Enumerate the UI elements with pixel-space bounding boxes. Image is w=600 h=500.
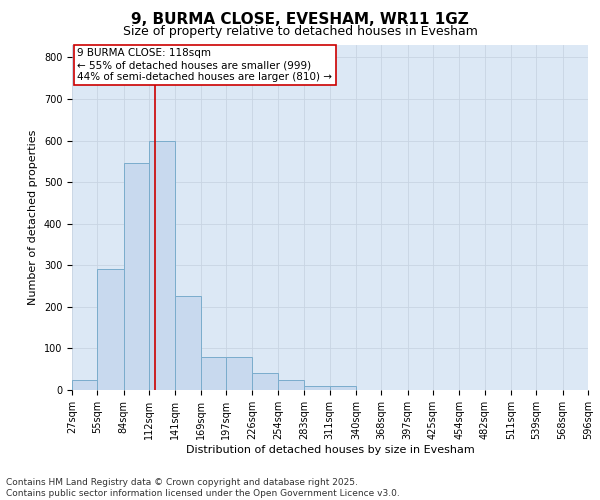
Bar	[175, 296, 201, 390]
Bar	[149, 140, 175, 390]
Bar	[329, 386, 356, 390]
Text: 9 BURMA CLOSE: 118sqm
← 55% of detached houses are smaller (999)
44% of semi-det: 9 BURMA CLOSE: 118sqm ← 55% of detached …	[77, 48, 332, 82]
Bar	[304, 386, 329, 390]
Bar	[72, 380, 97, 390]
X-axis label: Distribution of detached houses by size in Evesham: Distribution of detached houses by size …	[185, 444, 475, 454]
Bar	[201, 356, 226, 390]
Text: 9, BURMA CLOSE, EVESHAM, WR11 1GZ: 9, BURMA CLOSE, EVESHAM, WR11 1GZ	[131, 12, 469, 28]
Text: Size of property relative to detached houses in Evesham: Size of property relative to detached ho…	[122, 25, 478, 38]
Bar	[253, 374, 278, 390]
Y-axis label: Number of detached properties: Number of detached properties	[28, 130, 38, 305]
Bar	[226, 356, 253, 390]
Text: Contains HM Land Registry data © Crown copyright and database right 2025.
Contai: Contains HM Land Registry data © Crown c…	[6, 478, 400, 498]
Bar	[97, 270, 124, 390]
Bar	[278, 380, 304, 390]
Bar	[124, 164, 149, 390]
